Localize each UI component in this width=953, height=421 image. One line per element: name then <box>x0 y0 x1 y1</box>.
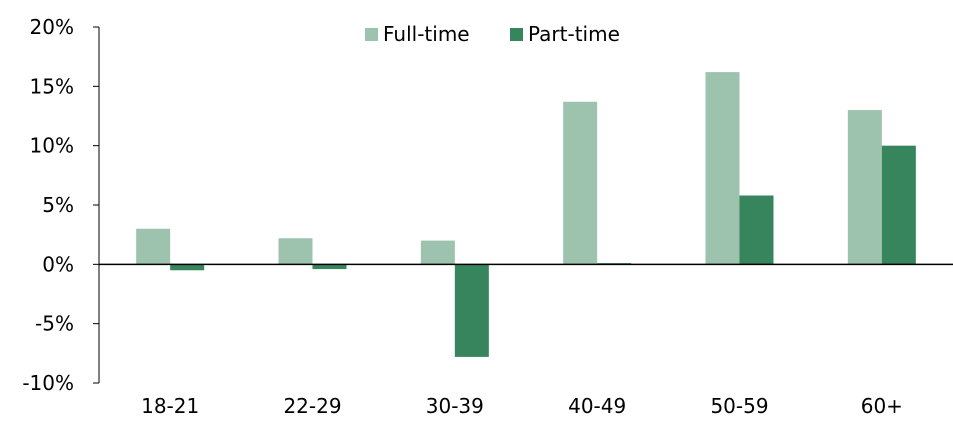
bars <box>136 72 916 357</box>
legend: Full-time Part-time <box>365 22 620 46</box>
y-tick-label: -10% <box>22 371 74 395</box>
bar-full-time-40-49 <box>563 101 598 265</box>
bar-full-time-18-21 <box>136 228 171 265</box>
y-tick-label: 20% <box>30 15 74 39</box>
x-tick-label: 60+ <box>861 394 903 418</box>
bar-full-time-50-59 <box>705 72 740 265</box>
x-tick-label: 18-21 <box>141 394 199 418</box>
x-tick-label: 40-49 <box>568 394 626 418</box>
x-tick-label: 22-29 <box>283 394 341 418</box>
legend-swatch <box>365 28 378 41</box>
bar-part-time-60- <box>881 145 916 265</box>
y-axis: -10% -5% 0% 5% 10% 15% 20% <box>22 15 100 395</box>
bar-part-time-30-39 <box>454 264 489 357</box>
y-tick-label: 10% <box>30 134 74 158</box>
legend-swatch <box>510 28 523 41</box>
x-tick-label: 50-59 <box>710 394 768 418</box>
y-tick-label: 5% <box>42 193 74 217</box>
y-tick-label: 15% <box>30 74 74 98</box>
y-tick-label: 0% <box>42 252 74 276</box>
y-tick-label: -5% <box>35 312 74 336</box>
bar-part-time-18-21 <box>170 264 205 271</box>
bar-full-time-30-39 <box>420 240 455 265</box>
bar-part-time-22-29 <box>312 264 347 270</box>
bar-full-time-22-29 <box>278 238 313 265</box>
legend-label: Full-time <box>383 22 470 46</box>
legend-label: Part-time <box>528 22 620 46</box>
bar-part-time-50-59 <box>739 195 774 265</box>
bar-full-time-60- <box>847 110 882 265</box>
x-tick-label: 30-39 <box>426 394 484 418</box>
x-axis: 18-21 22-29 30-39 40-49 50-59 60+ <box>99 263 953 418</box>
